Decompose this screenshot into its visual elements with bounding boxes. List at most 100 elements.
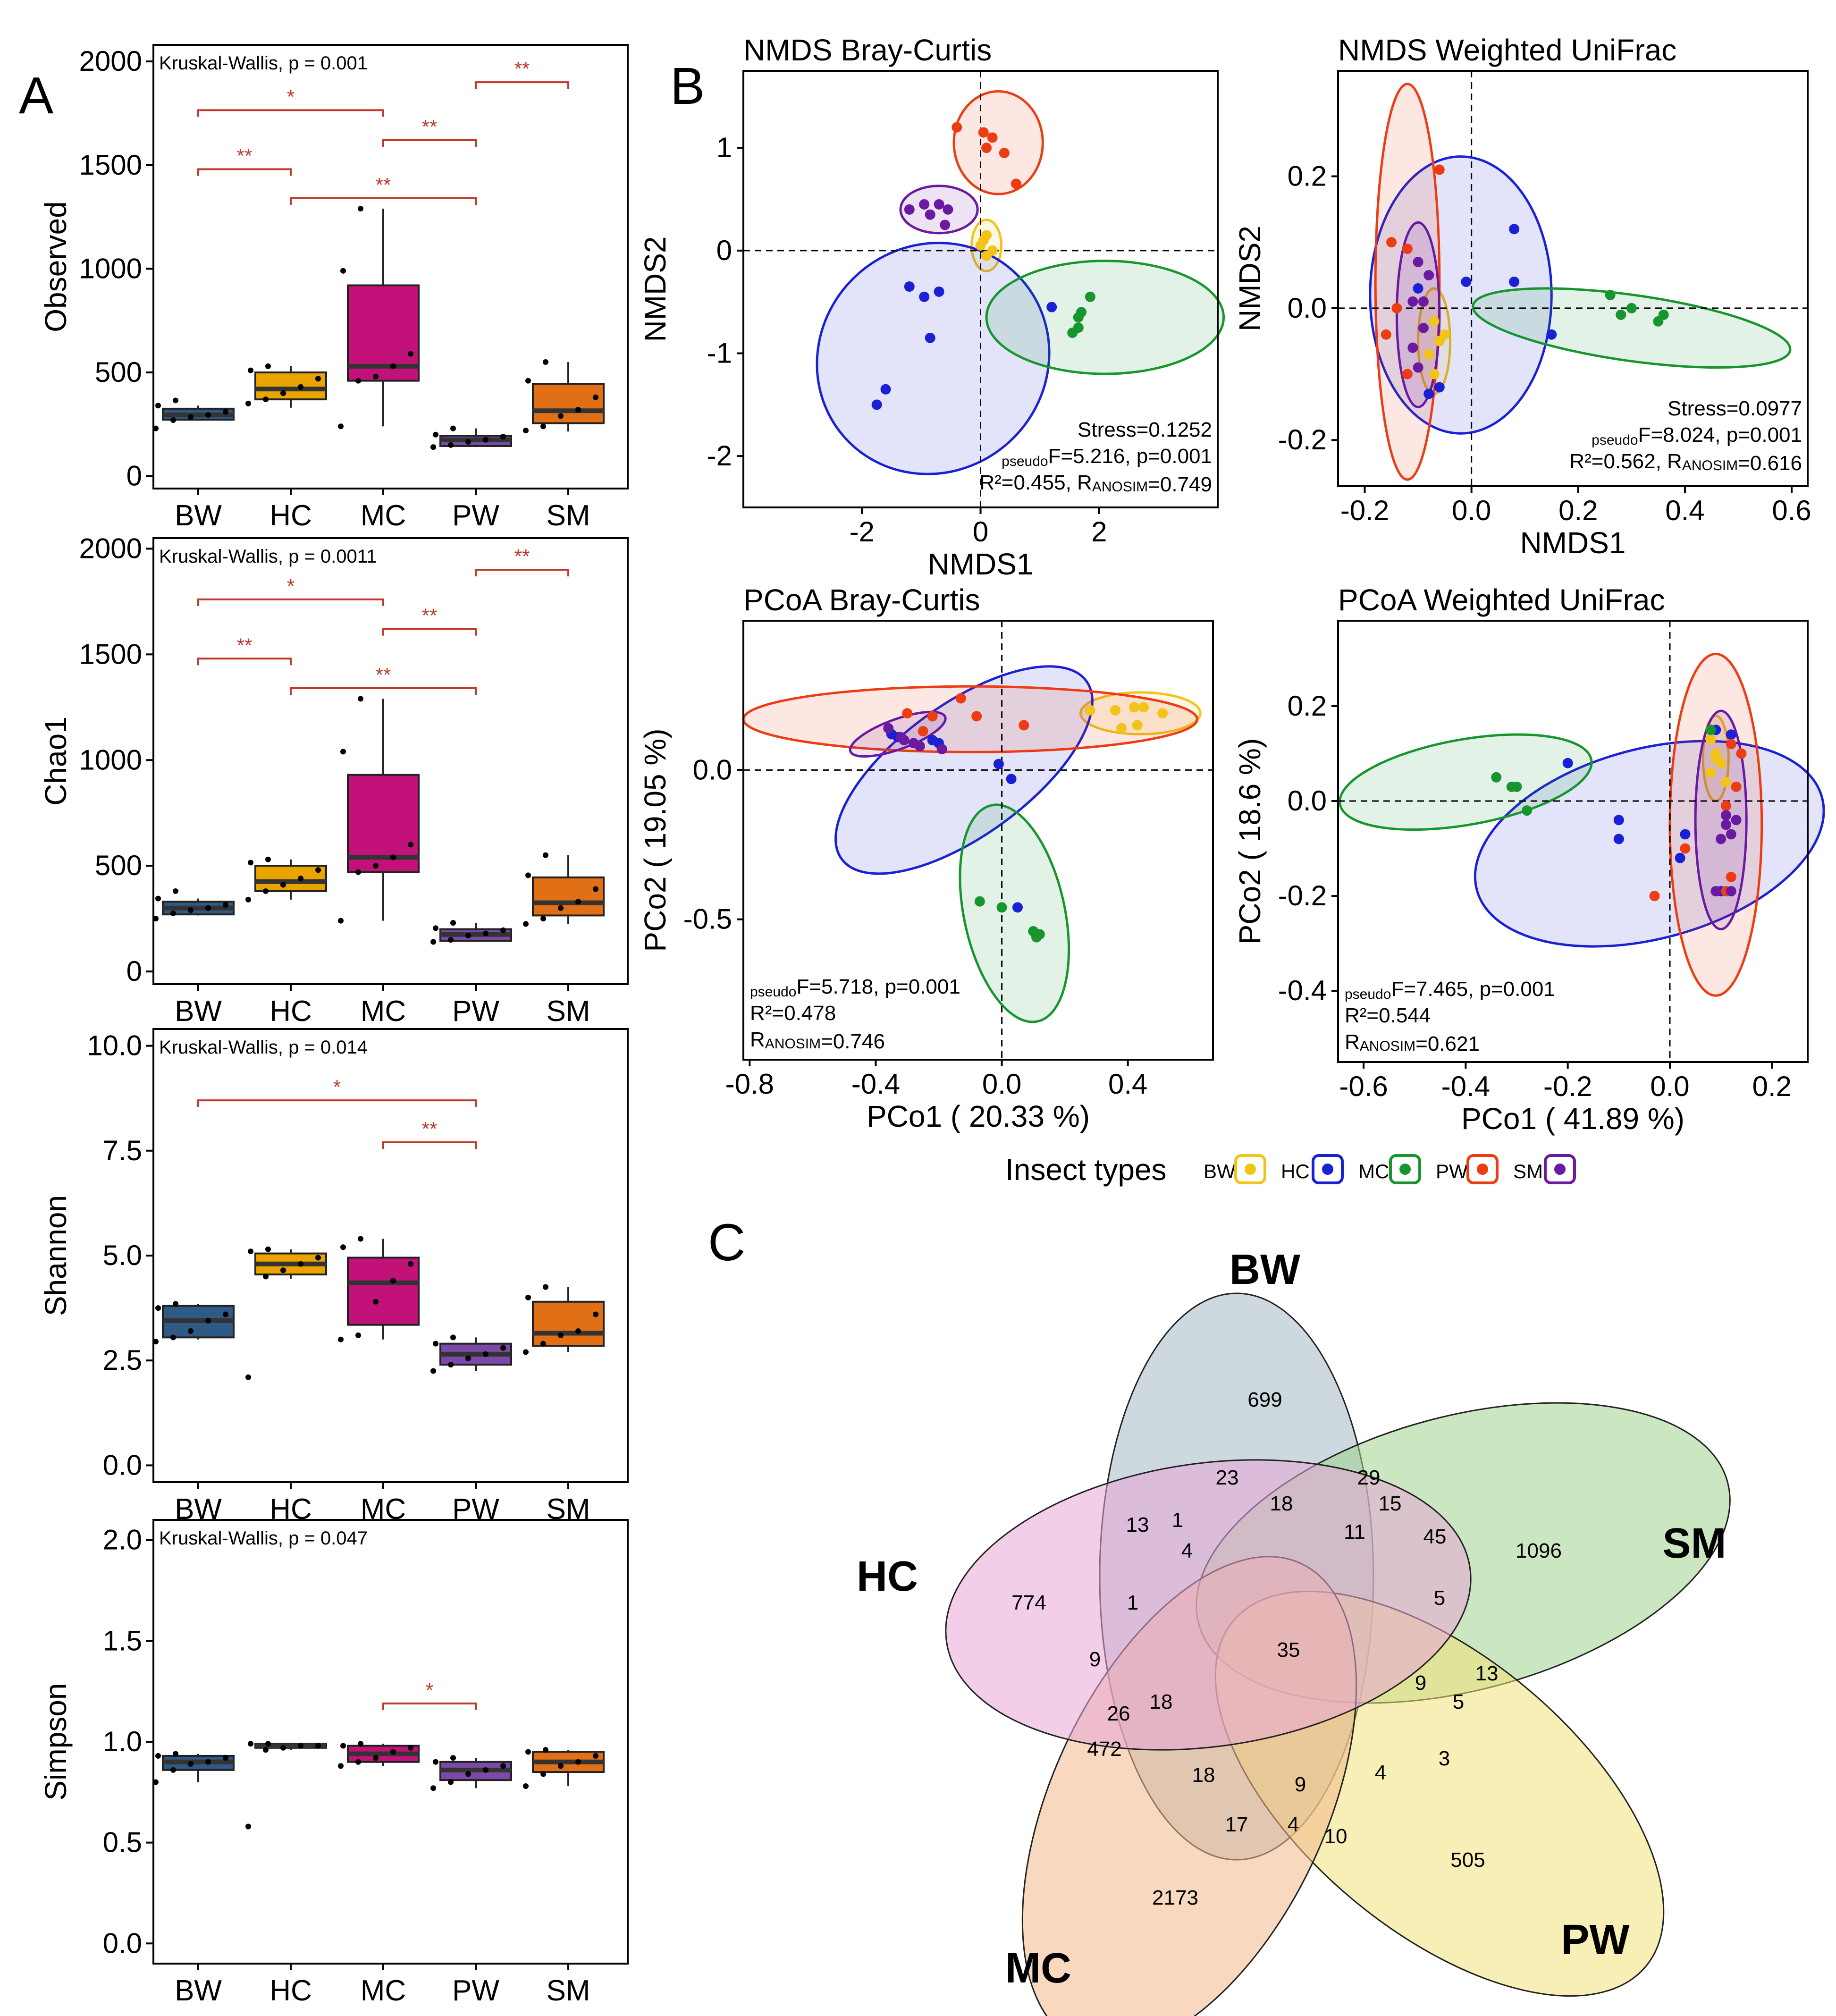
boxplot-observed: 0 500 1000 1500 2000 Observed Kruskal-Wallis, …	[39, 44, 629, 532]
x-tick-label: BW	[175, 499, 222, 532]
y-tick-label: 2.5	[103, 1344, 142, 1376]
venn-region-count: 1096	[1516, 1539, 1562, 1562]
jitter-point	[500, 1763, 506, 1769]
y-axis-label: Shannon	[39, 1195, 73, 1316]
jitter-point	[265, 856, 271, 862]
point-SM	[940, 219, 951, 230]
point-MC	[1034, 929, 1045, 940]
jitter-point	[173, 1301, 178, 1307]
significance-label: **	[237, 634, 253, 656]
x-axis-label: PCo1 ( 41.89 %)	[1461, 1102, 1684, 1136]
box-body	[254, 865, 327, 892]
jitter-point	[465, 1771, 471, 1777]
jitter-point	[540, 1341, 546, 1347]
jitter-point	[575, 1759, 581, 1765]
plot-title: NMDS Weighted UniFrac	[1338, 33, 1676, 67]
point-HC	[1726, 729, 1736, 740]
venn-region-count: 4	[1288, 1813, 1299, 1836]
jitter-point	[373, 863, 379, 869]
jitter-point	[298, 384, 303, 390]
jitter-point	[355, 1759, 361, 1765]
point-PW	[1434, 164, 1445, 175]
significance-label: **	[422, 605, 438, 627]
plot-frame	[1337, 70, 1809, 487]
point-PW	[1019, 720, 1029, 731]
x-tick-label: 0.6	[1772, 495, 1811, 526]
point-SM	[1726, 829, 1736, 840]
box-HC	[245, 856, 327, 903]
x-tick-label: -0.8	[725, 1068, 774, 1100]
jitter-point	[338, 918, 344, 924]
jitter-point	[358, 1741, 363, 1747]
significance-label: *	[287, 575, 295, 597]
jitter-point	[500, 434, 506, 440]
point-SM	[1423, 270, 1434, 281]
jitter-point	[265, 1246, 271, 1252]
significance-bracket	[197, 109, 384, 117]
significance-label: **	[376, 174, 391, 196]
legend-dot-PW	[1477, 1164, 1488, 1175]
jitter-point	[558, 905, 564, 911]
venn-region-count: 13	[1126, 1513, 1149, 1536]
y-tick-label: 0.0	[103, 1927, 142, 1959]
x-axis-label: PCo1 ( 20.33 %)	[867, 1099, 1090, 1133]
jitter-point	[248, 860, 253, 866]
box-HC	[245, 1741, 327, 1830]
point-PW	[1391, 303, 1402, 313]
jitter-point	[430, 1785, 436, 1791]
jitter-point	[448, 442, 454, 448]
x-tick-label: -0.4	[1441, 1071, 1490, 1102]
jitter-point	[358, 1236, 363, 1242]
stats-line: pseudoF=5.216, p=0.001	[1002, 445, 1212, 469]
x-tick-label: SM	[547, 1974, 590, 2007]
jitter-point	[525, 872, 531, 878]
legend-label-HC: HC	[1281, 1160, 1310, 1182]
jitter-point	[338, 1336, 344, 1342]
jitter-point	[523, 1783, 529, 1789]
plot-title: PCoA Weighted UniFrac	[1338, 583, 1665, 617]
point-PW	[1726, 871, 1736, 882]
point-PW	[918, 726, 928, 737]
y-axis-label: PCo2 ( 18.6 %)	[1233, 738, 1267, 945]
x-tick-label: 0.0	[982, 1068, 1021, 1100]
point-SM	[1710, 886, 1721, 897]
point-SM	[1418, 322, 1429, 333]
jitter-point	[205, 1317, 211, 1324]
jitter-point	[170, 910, 176, 916]
jitter-point	[245, 1374, 251, 1380]
significance-bracket	[382, 628, 477, 636]
y-axis-label: NMDS2	[638, 236, 672, 342]
boxplot-simpson: 0.0 0.5 1.0 1.5 2.0 Simpson Kruskal-Wallis, p …	[39, 1519, 629, 2007]
point-HC	[919, 291, 930, 302]
jitter-point	[188, 907, 194, 913]
x-tick-label: MC	[361, 1974, 406, 2007]
venn-region-count: 5	[1434, 1586, 1445, 1610]
jitter-point	[408, 1261, 413, 1267]
point-BW	[1110, 705, 1120, 716]
stats-line: pseudoF=5.718, p=0.001	[750, 975, 960, 1000]
y-tick-label: 0	[716, 235, 732, 266]
point-MC	[1605, 289, 1616, 300]
y-tick-label: -0.2	[1278, 880, 1327, 911]
stats-line: Stress=0.1252	[1078, 418, 1212, 441]
kruskal-wallis-label: Kruskal-Wallis, p = 0.001	[159, 53, 368, 74]
venn-set-label-MC: MC	[1005, 1945, 1071, 1992]
point-PW	[955, 693, 966, 704]
jitter-point	[170, 417, 176, 423]
point-HC	[1546, 329, 1557, 340]
stats-line: R²=0.478	[750, 1002, 836, 1025]
ellipse-HC	[1474, 740, 1825, 948]
point-PW	[1402, 244, 1413, 254]
jitter-point	[223, 1311, 228, 1317]
jitter-point	[155, 403, 161, 409]
ellipse-SM	[1395, 221, 1441, 408]
box-SM	[523, 852, 605, 927]
box-PW	[430, 1755, 512, 1791]
jitter-point	[450, 920, 456, 926]
point-BW	[981, 250, 992, 261]
y-tick-label: 0.0	[693, 754, 732, 785]
point-BW	[978, 235, 989, 246]
point-BW	[1129, 702, 1140, 713]
y-tick-label: 2000	[79, 532, 142, 564]
jitter-point	[188, 1761, 194, 1767]
